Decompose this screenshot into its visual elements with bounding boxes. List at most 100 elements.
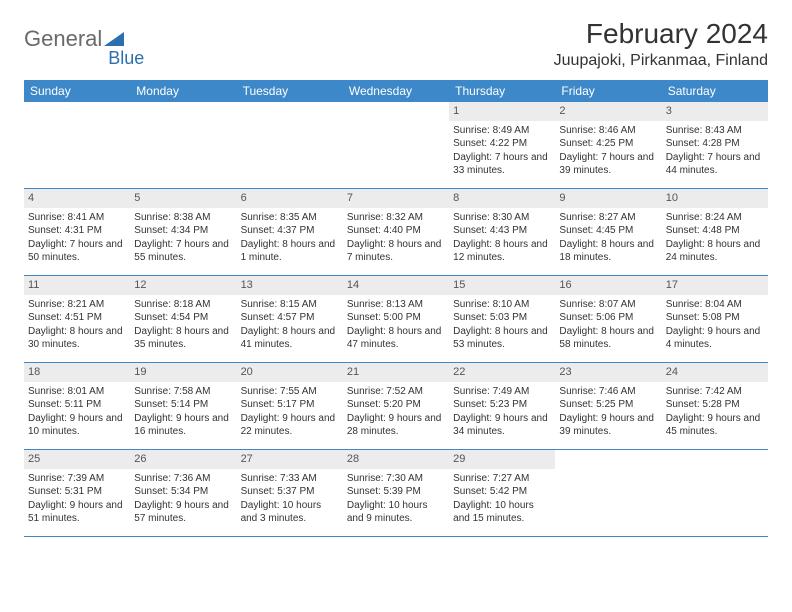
day-details: Sunrise: 8:38 AM Sunset: 4:34 PM Dayligh… [134, 211, 232, 265]
header: General Blue February 2024 Juupajoki, Pi… [24, 18, 768, 70]
day-details: Sunrise: 7:33 AM Sunset: 5:37 PM Dayligh… [241, 472, 339, 526]
day-number: 27 [237, 450, 343, 469]
day-cell: 1 Sunrise: 8:49 AM Sunset: 4:22 PM Daylig… [449, 102, 555, 188]
day-cell: 29 Sunrise: 7:27 AM Sunset: 5:42 PM Dayli… [449, 450, 555, 536]
dow-friday: Friday [555, 80, 661, 102]
dow-wednesday: Wednesday [343, 80, 449, 102]
day-number: 15 [449, 276, 555, 295]
day-cell [130, 102, 236, 188]
day-cell: 19 Sunrise: 7:58 AM Sunset: 5:14 PM Dayli… [130, 363, 236, 449]
week-row: 1 Sunrise: 8:49 AM Sunset: 4:22 PM Daylig… [24, 102, 768, 189]
day-number: 29 [449, 450, 555, 469]
day-details: Sunrise: 7:27 AM Sunset: 5:42 PM Dayligh… [453, 472, 551, 526]
day-number: 19 [130, 363, 236, 382]
location-text: Juupajoki, Pirkanmaa, Finland [554, 52, 768, 70]
dow-thursday: Thursday [449, 80, 555, 102]
dow-sunday: Sunday [24, 80, 130, 102]
day-cell: 8 Sunrise: 8:30 AM Sunset: 4:43 PM Daylig… [449, 189, 555, 275]
day-number: 13 [237, 276, 343, 295]
day-details: Sunrise: 8:49 AM Sunset: 4:22 PM Dayligh… [453, 124, 551, 178]
day-details: Sunrise: 8:24 AM Sunset: 4:48 PM Dayligh… [666, 211, 764, 265]
dow-monday: Monday [130, 80, 236, 102]
day-number: 6 [237, 189, 343, 208]
title-block: February 2024 Juupajoki, Pirkanmaa, Finl… [554, 18, 768, 70]
day-details: Sunrise: 7:46 AM Sunset: 5:25 PM Dayligh… [559, 385, 657, 439]
day-number: 2 [555, 102, 661, 121]
day-details: Sunrise: 7:49 AM Sunset: 5:23 PM Dayligh… [453, 385, 551, 439]
day-details: Sunrise: 7:30 AM Sunset: 5:39 PM Dayligh… [347, 472, 445, 526]
day-cell [555, 450, 661, 536]
day-details: Sunrise: 8:27 AM Sunset: 4:45 PM Dayligh… [559, 211, 657, 265]
day-cell: 17 Sunrise: 8:04 AM Sunset: 5:08 PM Dayli… [662, 276, 768, 362]
day-number: 14 [343, 276, 449, 295]
day-cell: 20 Sunrise: 7:55 AM Sunset: 5:17 PM Dayli… [237, 363, 343, 449]
dow-saturday: Saturday [662, 80, 768, 102]
day-cell: 7 Sunrise: 8:32 AM Sunset: 4:40 PM Daylig… [343, 189, 449, 275]
day-details: Sunrise: 8:41 AM Sunset: 4:31 PM Dayligh… [28, 211, 126, 265]
day-number: 21 [343, 363, 449, 382]
day-number: 16 [555, 276, 661, 295]
day-cell: 24Sunrise: 7:42 AM Sunset: 5:28 PM Dayli… [662, 363, 768, 449]
day-number: 4 [24, 189, 130, 208]
day-cell [237, 102, 343, 188]
day-cell: 6 Sunrise: 8:35 AM Sunset: 4:37 PM Daylig… [237, 189, 343, 275]
day-number: 1 [449, 102, 555, 121]
logo: General Blue [24, 18, 144, 59]
day-details: Sunrise: 8:43 AM Sunset: 4:28 PM Dayligh… [666, 124, 764, 178]
day-cell: 26 Sunrise: 7:36 AM Sunset: 5:34 PM Dayli… [130, 450, 236, 536]
week-row: 11Sunrise: 8:21 AM Sunset: 4:51 PM Dayli… [24, 276, 768, 363]
day-cell [343, 102, 449, 188]
day-details: Sunrise: 8:13 AM Sunset: 5:00 PM Dayligh… [347, 298, 445, 352]
day-details: Sunrise: 8:01 AM Sunset: 5:11 PM Dayligh… [28, 385, 126, 439]
day-cell: 9 Sunrise: 8:27 AM Sunset: 4:45 PM Daylig… [555, 189, 661, 275]
day-details: Sunrise: 8:18 AM Sunset: 4:54 PM Dayligh… [134, 298, 232, 352]
dow-tuesday: Tuesday [237, 80, 343, 102]
day-details: Sunrise: 8:04 AM Sunset: 5:08 PM Dayligh… [666, 298, 764, 352]
day-details: Sunrise: 7:39 AM Sunset: 5:31 PM Dayligh… [28, 472, 126, 526]
day-cell: 28 Sunrise: 7:30 AM Sunset: 5:39 PM Dayli… [343, 450, 449, 536]
day-number: 23 [555, 363, 661, 382]
day-details: Sunrise: 7:52 AM Sunset: 5:20 PM Dayligh… [347, 385, 445, 439]
day-number: 22 [449, 363, 555, 382]
day-number: 10 [662, 189, 768, 208]
day-number: 20 [237, 363, 343, 382]
day-cell: 3Sunrise: 8:43 AM Sunset: 4:28 PM Daylig… [662, 102, 768, 188]
day-details: Sunrise: 8:30 AM Sunset: 4:43 PM Dayligh… [453, 211, 551, 265]
day-number: 9 [555, 189, 661, 208]
day-cell: 12 Sunrise: 8:18 AM Sunset: 4:54 PM Dayli… [130, 276, 236, 362]
day-number: 12 [130, 276, 236, 295]
day-cell: 10 Sunrise: 8:24 AM Sunset: 4:48 PM Dayli… [662, 189, 768, 275]
day-details: Sunrise: 8:32 AM Sunset: 4:40 PM Dayligh… [347, 211, 445, 265]
day-details: Sunrise: 8:15 AM Sunset: 4:57 PM Dayligh… [241, 298, 339, 352]
day-cell [24, 102, 130, 188]
week-row: 18 Sunrise: 8:01 AM Sunset: 5:11 PM Dayli… [24, 363, 768, 450]
day-details: Sunrise: 7:58 AM Sunset: 5:14 PM Dayligh… [134, 385, 232, 439]
day-cell: 18 Sunrise: 8:01 AM Sunset: 5:11 PM Dayli… [24, 363, 130, 449]
day-cell: 11Sunrise: 8:21 AM Sunset: 4:51 PM Dayli… [24, 276, 130, 362]
day-number: 28 [343, 450, 449, 469]
day-number: 24 [662, 363, 768, 382]
day-details: Sunrise: 7:55 AM Sunset: 5:17 PM Dayligh… [241, 385, 339, 439]
day-details: Sunrise: 8:35 AM Sunset: 4:37 PM Dayligh… [241, 211, 339, 265]
day-details: Sunrise: 8:46 AM Sunset: 4:25 PM Dayligh… [559, 124, 657, 178]
day-cell: 25Sunrise: 7:39 AM Sunset: 5:31 PM Dayli… [24, 450, 130, 536]
day-cell: 22 Sunrise: 7:49 AM Sunset: 5:23 PM Dayli… [449, 363, 555, 449]
day-number: 8 [449, 189, 555, 208]
weeks-container: 1 Sunrise: 8:49 AM Sunset: 4:22 PM Daylig… [24, 102, 768, 537]
week-row: 25Sunrise: 7:39 AM Sunset: 5:31 PM Dayli… [24, 450, 768, 537]
day-cell: 13 Sunrise: 8:15 AM Sunset: 4:57 PM Dayli… [237, 276, 343, 362]
day-number: 5 [130, 189, 236, 208]
day-cell: 16 Sunrise: 8:07 AM Sunset: 5:06 PM Dayli… [555, 276, 661, 362]
day-details: Sunrise: 8:07 AM Sunset: 5:06 PM Dayligh… [559, 298, 657, 352]
day-cell: 27 Sunrise: 7:33 AM Sunset: 5:37 PM Dayli… [237, 450, 343, 536]
day-details: Sunrise: 8:10 AM Sunset: 5:03 PM Dayligh… [453, 298, 551, 352]
week-row: 4 Sunrise: 8:41 AM Sunset: 4:31 PM Daylig… [24, 189, 768, 276]
day-number: 17 [662, 276, 768, 295]
day-number: 26 [130, 450, 236, 469]
day-number: 7 [343, 189, 449, 208]
day-number: 18 [24, 363, 130, 382]
day-cell: 14 Sunrise: 8:13 AM Sunset: 5:00 PM Dayli… [343, 276, 449, 362]
day-of-week-header: Sunday Monday Tuesday Wednesday Thursday… [24, 80, 768, 102]
day-details: Sunrise: 7:36 AM Sunset: 5:34 PM Dayligh… [134, 472, 232, 526]
day-number: 11 [24, 276, 130, 295]
